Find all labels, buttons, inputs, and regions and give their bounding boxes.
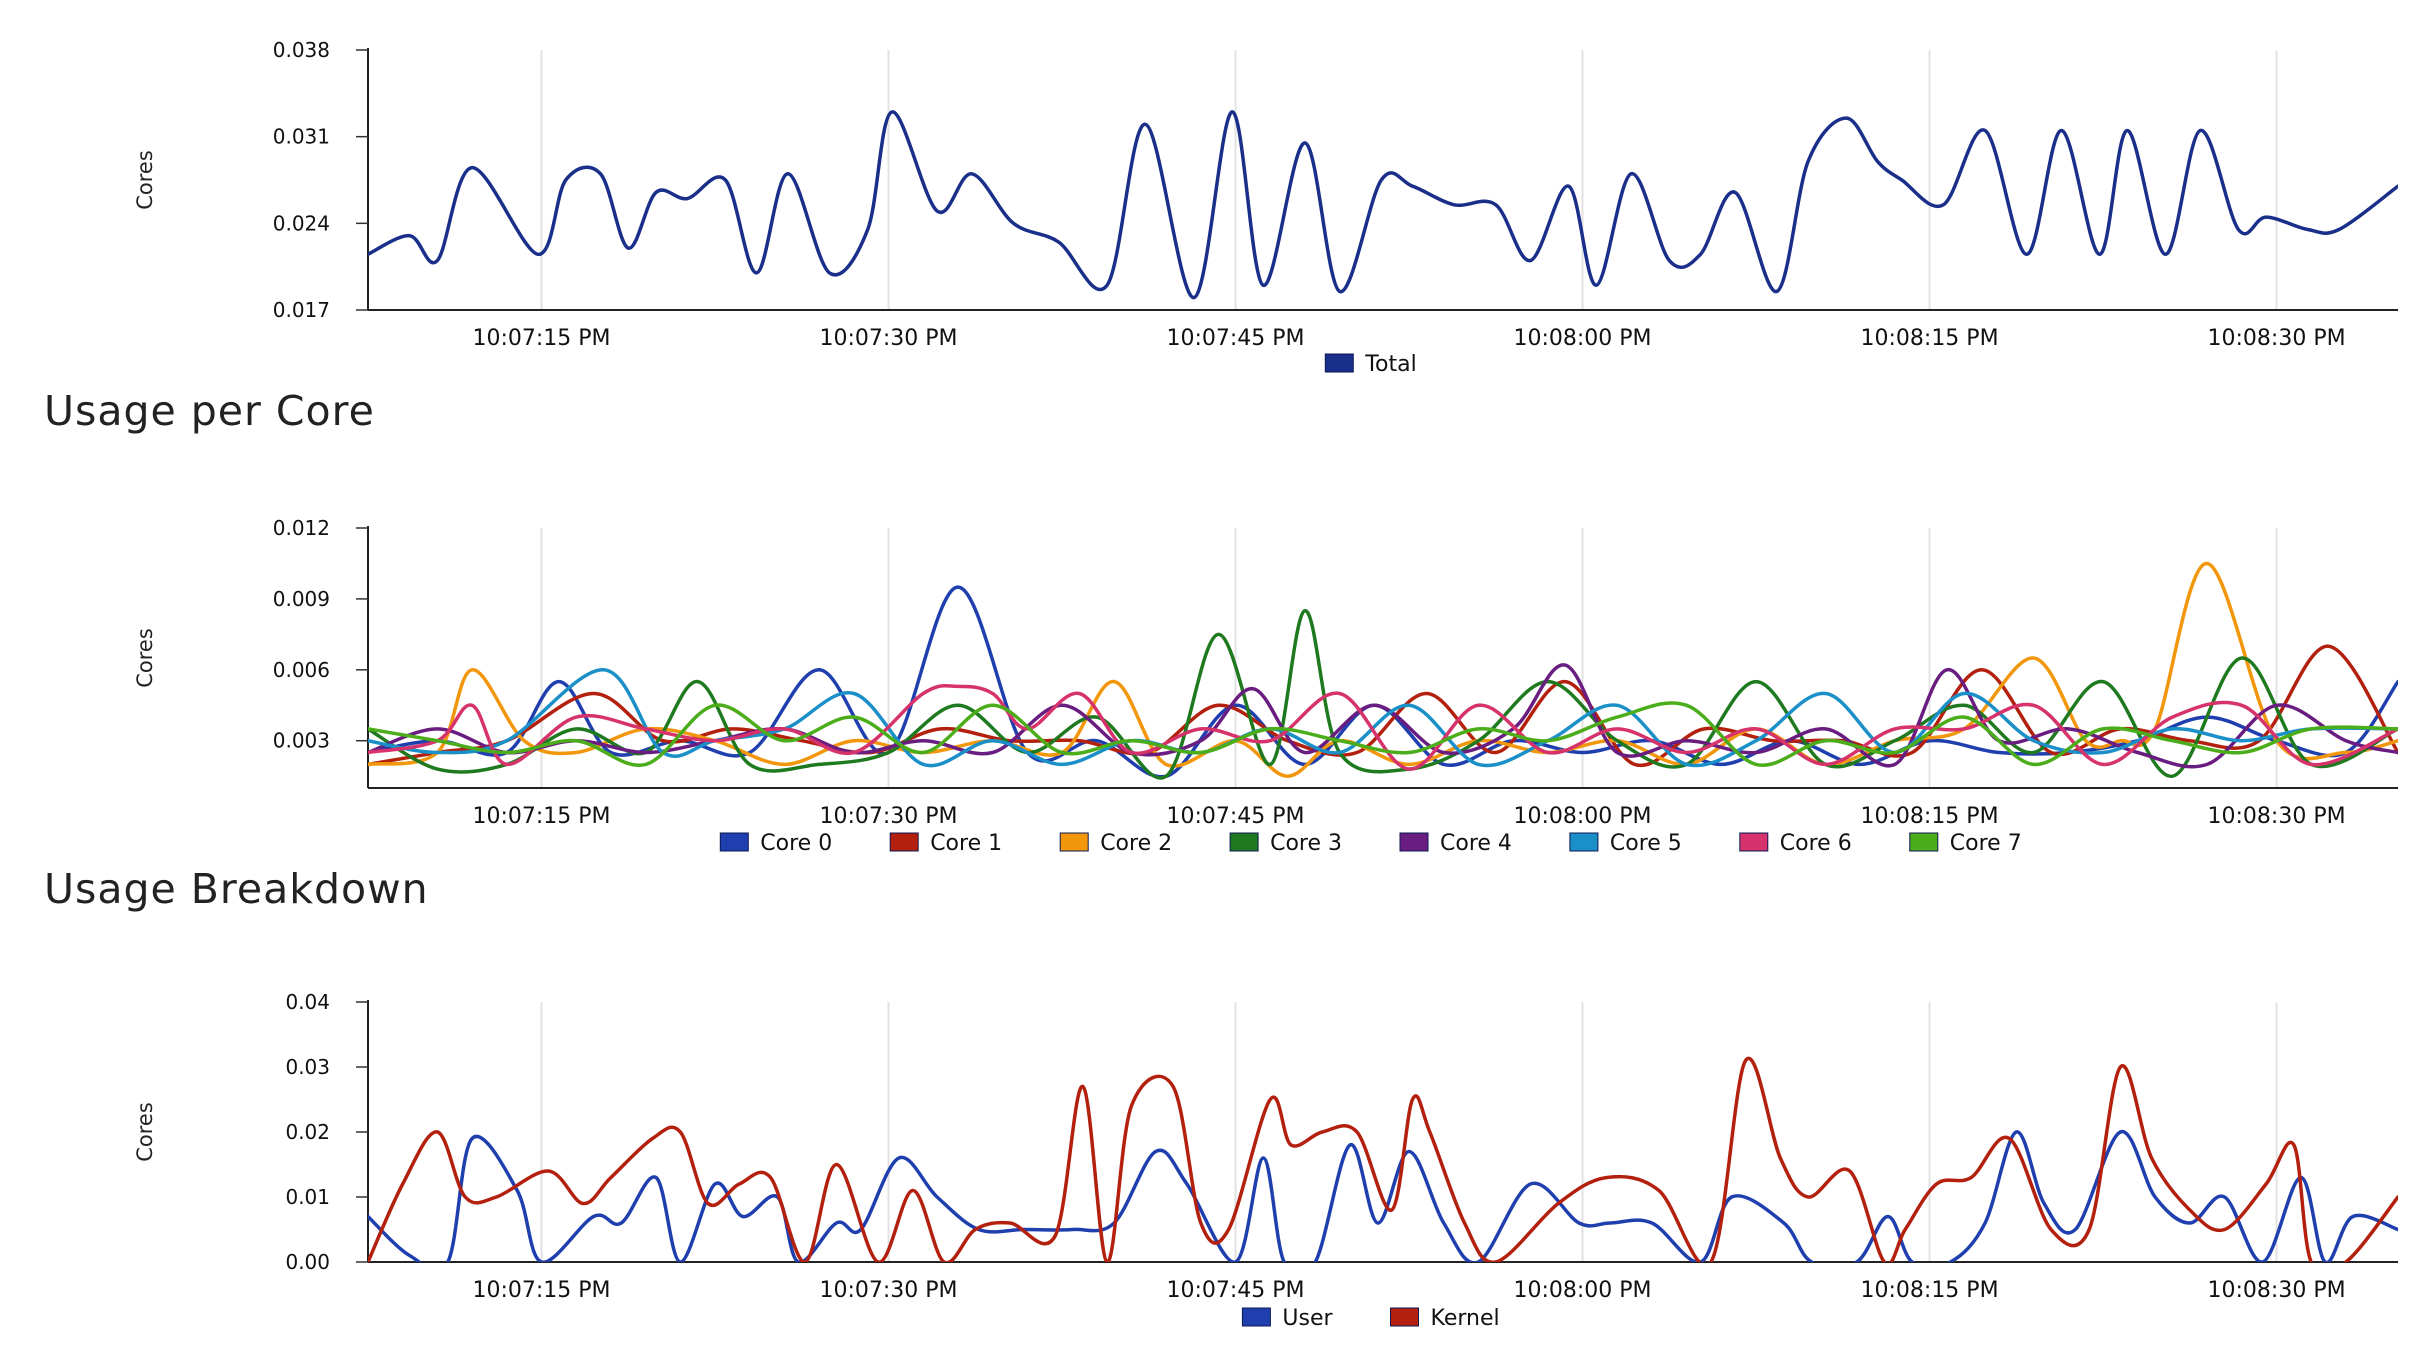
y-tick-label: 0.006 (273, 658, 330, 682)
legend-swatch (719, 832, 749, 852)
legend-label: Core 6 (1780, 831, 1852, 856)
series-line-total (368, 110, 2398, 300)
x-tick-label: 10:08:30 PM (2208, 804, 2346, 829)
legend-swatch (1909, 832, 1939, 852)
x-tick-label: 10:08:30 PM (2208, 1278, 2346, 1303)
legend-swatch (1390, 1307, 1419, 1327)
y-axis-label: Cores (133, 628, 157, 688)
legend-swatch (1324, 353, 1354, 373)
legend-label: Core 4 (1440, 831, 1512, 856)
y-tick-label: 0.017 (273, 298, 330, 322)
legend: Core 0 Core 1 Core 2 Core 3 Core 4 Core 5 Core… (719, 831, 2022, 856)
y-tick-label: 0.03 (285, 1055, 330, 1079)
x-tick-label: 10:07:45 PM (1166, 1278, 1304, 1303)
legend-label: Kernel (1431, 1306, 1500, 1331)
x-tick-label: 10:08:00 PM (1513, 1278, 1651, 1303)
series-line-core-6 (368, 683, 2398, 771)
legend: Total (1324, 352, 1417, 377)
y-axis-label: Cores (133, 150, 157, 210)
legend-label: User (1282, 1306, 1333, 1331)
legend-item: Core 6 (1739, 831, 1852, 856)
x-tick-label: 10:07:15 PM (472, 804, 610, 829)
y-tick-label: 0.031 (273, 125, 330, 149)
x-tick-label: 10:07:30 PM (819, 804, 957, 829)
legend-label: Total (1364, 352, 1416, 377)
y-tick-label: 0.012 (273, 516, 330, 540)
section-title-per-core: Usage per Core (44, 387, 375, 435)
grid (540, 50, 2278, 310)
x-tick-label: 10:08:00 PM (1513, 804, 1651, 829)
legend-swatch (1059, 832, 1089, 852)
series-line-core-0 (368, 585, 2398, 779)
legend-swatch (1569, 832, 1599, 852)
y-tick-label: 0.009 (273, 587, 330, 611)
y-tick-label: 0.038 (273, 38, 330, 62)
legend-swatch (1229, 832, 1259, 852)
legend-swatch (1241, 1307, 1271, 1327)
legend-swatch (1739, 832, 1769, 852)
legend-swatch (1399, 832, 1429, 852)
legend-item: Core 3 (1229, 831, 1342, 856)
x-tick-label: 10:08:30 PM (2208, 326, 2346, 351)
legend-item: User (1241, 1306, 1333, 1331)
y-tick-label: 0.02 (285, 1120, 330, 1144)
plot-area (368, 110, 2398, 300)
plot-area (368, 1056, 2398, 1262)
x-tick-label: 10:07:30 PM (819, 326, 957, 351)
legend-label: Core 1 (930, 831, 1002, 856)
x-tick-label: 10:08:15 PM (1861, 1278, 1999, 1303)
grid (540, 1002, 2278, 1262)
series-line-kernel (368, 1056, 2398, 1262)
per-core-usage-chart: 0.012 0.009 0.006 0.003 10:07:15 PM 10:07:30 … (133, 516, 2398, 856)
legend-item: Core 0 (719, 831, 832, 856)
section-title-breakdown: Usage Breakdown (44, 865, 429, 913)
x-tick-label: 10:07:15 PM (472, 1278, 610, 1303)
total-usage-chart: 0.038 0.031 0.024 0.017 10:07:15 PM 10:07:30 … (133, 38, 2398, 377)
series-line-core-3 (368, 608, 2398, 780)
legend-item: Core 4 (1399, 831, 1512, 856)
y-tick-label: 0.024 (273, 211, 330, 235)
legend-label: Core 5 (1610, 831, 1682, 856)
x-tick-label: 10:08:15 PM (1861, 326, 1999, 351)
x-tick-label: 10:07:15 PM (472, 326, 610, 351)
x-tick-label: 10:08:15 PM (1861, 804, 1999, 829)
legend-label: Core 0 (760, 831, 832, 856)
series-line-user (368, 1130, 2398, 1262)
legend-label: Core 7 (1950, 831, 2022, 856)
series-line-core-5 (368, 668, 2398, 768)
x-tick-label: 10:08:00 PM (1513, 326, 1651, 351)
legend-item: Core 5 (1569, 831, 1682, 856)
legend-item: Core 2 (1059, 831, 1172, 856)
x-tick-label: 10:07:30 PM (819, 1278, 957, 1303)
y-tick-label: 0.003 (273, 729, 330, 753)
legend-label: Core 3 (1270, 831, 1342, 856)
y-axis-label: Cores (133, 1102, 157, 1162)
legend-swatch (889, 832, 919, 852)
legend: User Kernel (1241, 1306, 1500, 1331)
legend-item: Core 1 (889, 831, 1002, 856)
x-tick-label: 10:07:45 PM (1166, 326, 1304, 351)
x-tick-label: 10:07:45 PM (1166, 804, 1304, 829)
legend-item: Total (1324, 352, 1417, 377)
y-tick-label: 0.00 (285, 1250, 330, 1274)
legend-item: Kernel (1390, 1306, 1500, 1331)
legend-item: Core 7 (1909, 831, 2022, 856)
plot-area (368, 561, 2398, 780)
y-tick-label: 0.04 (285, 990, 330, 1014)
legend-label: Core 2 (1100, 831, 1172, 856)
series-line-core-7 (368, 701, 2398, 767)
series-line-core-2 (368, 561, 2398, 778)
usage-breakdown-chart: 0.04 0.03 0.02 0.01 0.00 10:07:15 PM 10:07:30 … (133, 990, 2398, 1331)
y-tick-label: 0.01 (285, 1185, 330, 1209)
